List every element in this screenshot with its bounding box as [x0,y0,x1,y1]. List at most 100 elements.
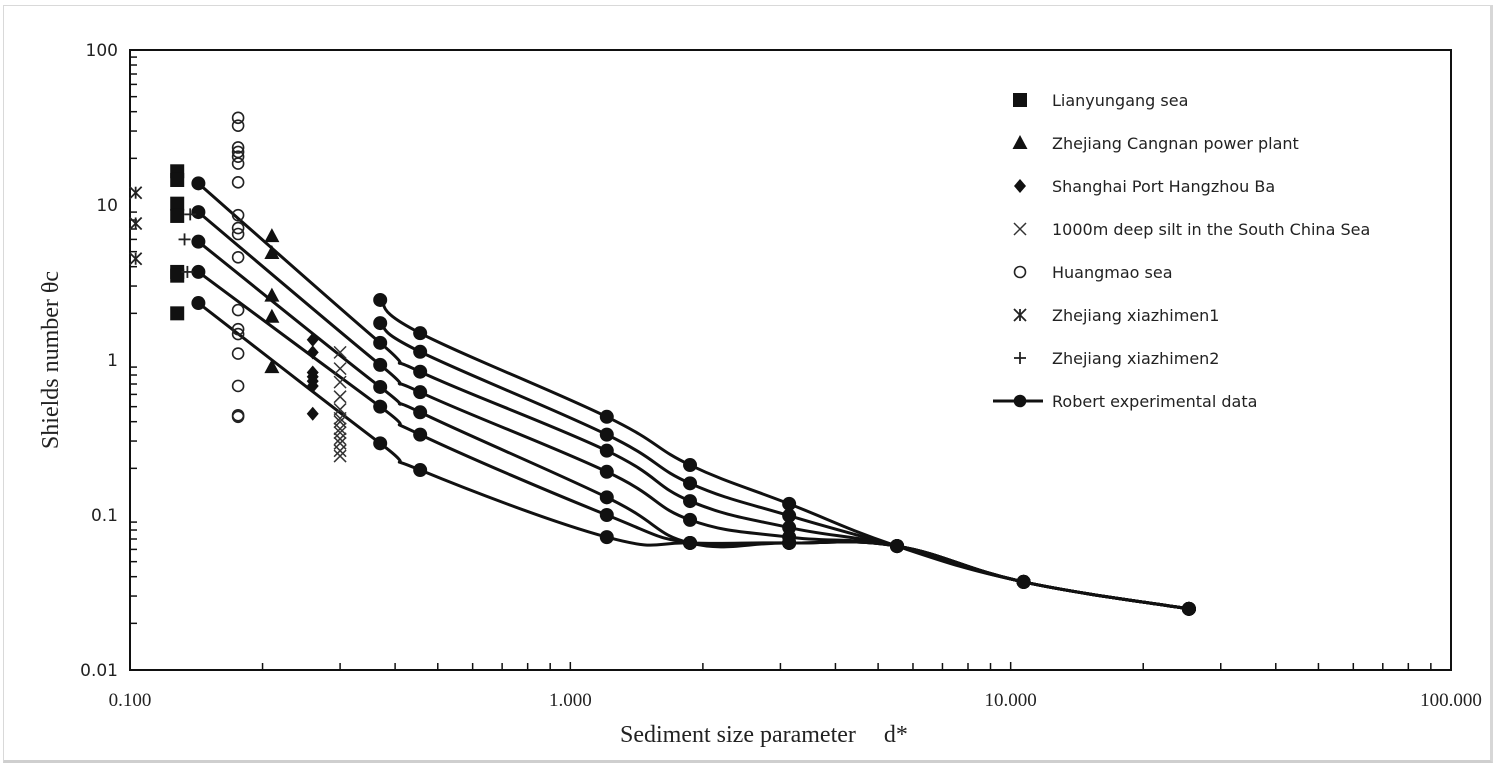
square-filled-marker [170,172,185,187]
circle-filled-marker [782,535,797,550]
circle-filled-marker [599,490,614,505]
robert-curve [197,240,1190,611]
robert-curve [197,270,1190,611]
legend-item: Zhejiang Cangnan power plant [1012,134,1299,153]
circle-open-marker [231,221,245,235]
circle-filled-marker [1016,574,1031,589]
square-filled-marker [170,208,185,223]
circle-filled-marker [1013,394,1027,408]
y-tick-label: 0.1 [91,506,118,526]
circle-filled-marker [373,399,388,414]
plus-marker [181,265,194,278]
y-tick-label: 0.01 [80,661,118,681]
x-tick-label: 100.000 [1420,690,1482,711]
circle-open-marker [231,250,245,264]
triangle-filled-marker [1012,135,1028,149]
x-marker [333,375,347,389]
circle-open-marker [231,208,245,222]
circle-open-marker [231,410,245,424]
circle-open-marker [231,303,245,317]
y-tick-label: 100 [86,41,118,61]
robert-curve [197,210,1190,611]
x-marker [333,362,347,376]
legend-item: Zhejiang xiazhimen2 [1014,349,1219,368]
circle-open-marker [1013,265,1027,279]
triangle-filled-marker [264,308,280,323]
legend-item: Huangmao sea [1013,263,1173,282]
circle-filled-marker [1181,601,1196,616]
x-axis-title-symbol: d* [884,722,908,748]
circle-filled-marker [373,379,388,394]
circle-open-marker [231,379,245,393]
circle-filled-marker [373,316,388,331]
circle-filled-marker [413,463,428,478]
x-tick-label: 1.000 [549,690,592,711]
plus-marker [178,233,191,246]
legend-item: Shanghai Port Hangzhou Ba [1014,177,1275,196]
circle-filled-marker [373,335,388,350]
circle-open-marker [231,141,245,154]
circle-filled-marker [683,458,698,473]
legend-label: 1000m deep silt in the South China Sea [1052,220,1370,239]
circle-filled-marker [191,205,206,220]
square-filled-marker [170,306,185,321]
circle-filled-marker [191,176,206,191]
circle-filled-marker [683,476,698,491]
legend-label: Lianyungang sea [1052,91,1188,110]
triangle-filled-marker [264,228,280,243]
circle-filled-marker [413,326,428,341]
diamond-filled-marker [306,406,319,421]
legend-item: Zhejiang xiazhimen1 [1013,306,1219,325]
circle-open-marker [231,157,245,170]
asterisk-marker [129,186,143,200]
circle-filled-marker [413,427,428,442]
triangle-filled-marker [264,359,280,374]
circle-filled-marker [413,405,428,420]
x-marker [333,449,347,463]
circle-filled-marker [599,409,614,424]
legend-label: Robert experimental data [1052,392,1257,411]
circle-filled-marker [599,464,614,479]
circle-filled-marker [191,296,206,311]
circle-filled-marker [599,508,614,522]
circle-open-marker [231,119,245,132]
circle-open-marker [231,327,245,341]
asterisk-marker [129,252,143,266]
legend-label: Zhejiang xiazhimen2 [1052,349,1219,368]
circle-filled-marker [373,292,388,307]
plot-area-border [129,49,1452,671]
legend-label: Shanghai Port Hangzhou Ba [1052,177,1275,196]
robert-curve [379,298,1190,611]
x-marker [333,426,347,440]
triangle-filled-marker [264,287,280,302]
legend-item: 1000m deep silt in the South China Sea [1013,220,1370,239]
circle-open-marker [231,176,245,189]
scatter-points [129,111,347,463]
circle-open-marker [231,322,245,336]
circle-filled-marker [191,234,206,249]
circle-filled-marker [413,364,428,379]
circle-filled-marker [373,436,388,451]
circle-open-marker [231,111,245,125]
asterisk-marker [129,216,143,231]
circle-filled-marker [413,344,428,359]
circle-open-marker [231,150,245,163]
square-filled-marker [170,196,185,211]
x-marker [333,422,347,436]
legend-label: Huangmao sea [1052,263,1173,282]
diamond-filled-marker [1014,179,1026,193]
circle-filled-marker [782,520,797,535]
diamond-filled-marker [306,332,319,347]
robert-curves [191,176,1196,616]
square-filled-marker [1013,93,1027,107]
x-marker [333,444,347,458]
square-filled-marker [170,268,185,283]
x-tick-label: 10.000 [985,690,1037,711]
plus-marker [184,208,197,221]
circle-filled-marker [782,496,797,511]
circle-filled-marker [599,530,614,545]
x-axis-title-main: Sediment size parameter [620,722,856,748]
asterisk-marker [1013,308,1027,322]
circle-filled-marker [782,508,797,523]
